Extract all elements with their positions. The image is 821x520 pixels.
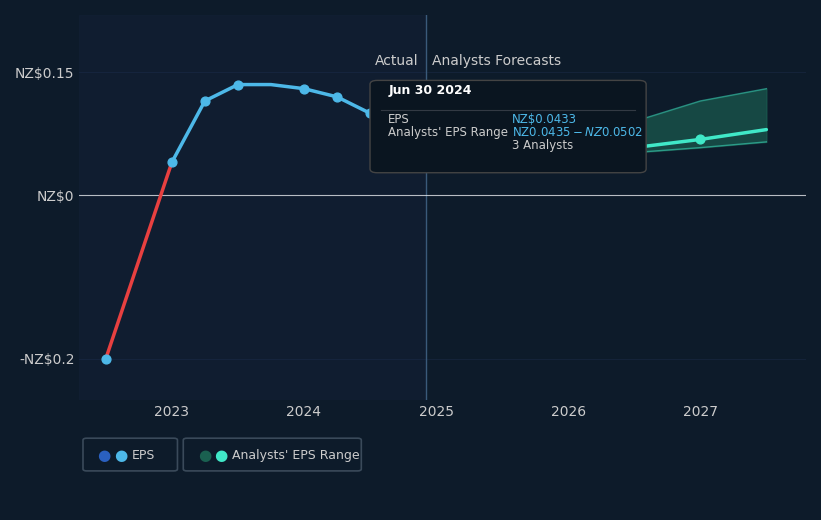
Point [364, 109, 377, 118]
Text: ●: ● [114, 448, 127, 463]
Point [419, 155, 432, 164]
Text: Analysts' EPS Range: Analysts' EPS Range [388, 126, 508, 139]
Point [165, 158, 178, 166]
Point [397, 129, 410, 138]
Text: 3 Analysts: 3 Analysts [511, 139, 573, 152]
Point [232, 81, 245, 89]
Point [694, 135, 707, 144]
Text: EPS: EPS [131, 449, 155, 462]
Point [297, 85, 310, 93]
Text: Analysts' EPS Range: Analysts' EPS Range [232, 449, 360, 462]
Text: ●: ● [98, 448, 111, 463]
Bar [80, 15, 425, 400]
Point [199, 97, 212, 105]
Text: Analysts Forecasts: Analysts Forecasts [432, 54, 562, 68]
Text: NZ$0.0433: NZ$0.0433 [511, 113, 576, 126]
Point [99, 355, 112, 363]
Text: NZ$0.0435 - NZ$0.0502: NZ$0.0435 - NZ$0.0502 [511, 126, 643, 139]
Point [628, 144, 641, 152]
Point [496, 152, 509, 160]
Text: ●: ● [198, 448, 211, 463]
Text: Jun 30 2024: Jun 30 2024 [388, 84, 472, 97]
FancyBboxPatch shape [370, 81, 646, 173]
Text: Actual: Actual [375, 54, 419, 68]
Text: EPS: EPS [388, 113, 410, 126]
Text: ●: ● [214, 448, 227, 463]
Point [330, 93, 343, 101]
